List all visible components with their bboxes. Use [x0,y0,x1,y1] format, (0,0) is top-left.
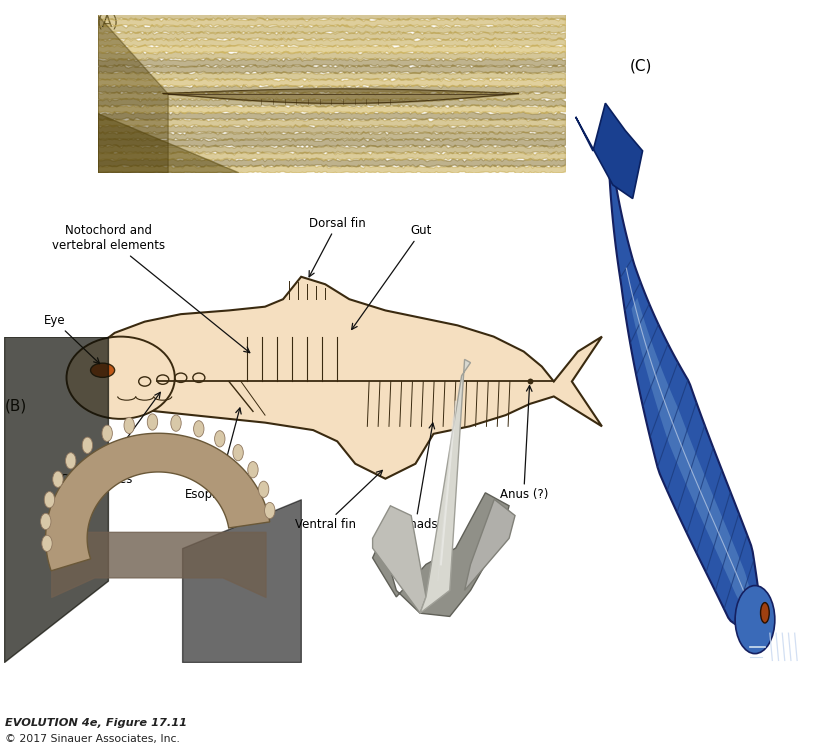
Text: Dorsal fin: Dorsal fin [309,217,366,277]
Polygon shape [608,152,762,639]
Text: Eye: Eye [44,314,99,364]
Ellipse shape [90,364,115,377]
Text: Esophagus: Esophagus [185,408,249,501]
Polygon shape [420,359,471,613]
Polygon shape [46,433,270,571]
Ellipse shape [215,431,225,447]
Text: Gill pouches: Gill pouches [60,393,160,486]
Polygon shape [72,277,602,479]
Text: Notochord and
vertebral elements: Notochord and vertebral elements [52,224,250,352]
Text: Anus (?): Anus (?) [499,386,548,501]
Ellipse shape [53,471,63,488]
Text: © 2017 Sinauer Associates, Inc.: © 2017 Sinauer Associates, Inc. [5,734,180,744]
Ellipse shape [193,420,204,437]
Ellipse shape [760,603,769,623]
Ellipse shape [41,513,51,530]
Text: Gut: Gut [352,224,433,329]
Text: (C): (C) [630,58,652,73]
Ellipse shape [67,337,175,419]
Text: (B): (B) [5,398,28,413]
Ellipse shape [147,414,158,430]
Text: Gonads: Gonads [393,423,437,531]
Ellipse shape [41,536,52,551]
Ellipse shape [171,415,181,432]
Ellipse shape [44,491,54,508]
Polygon shape [464,500,515,590]
Polygon shape [372,493,509,616]
Ellipse shape [259,481,269,497]
Ellipse shape [735,586,775,654]
Ellipse shape [233,444,243,461]
Text: Ventral fin: Ventral fin [294,470,382,531]
Ellipse shape [82,437,93,453]
Polygon shape [632,298,752,613]
Ellipse shape [102,425,112,441]
Ellipse shape [248,462,259,478]
Ellipse shape [124,417,134,434]
Polygon shape [372,506,426,613]
Polygon shape [576,103,642,198]
Text: (A): (A) [97,14,120,29]
Text: EVOLUTION 4e, Figure 17.11: EVOLUTION 4e, Figure 17.11 [5,718,187,728]
Ellipse shape [66,453,76,469]
Ellipse shape [264,503,275,518]
